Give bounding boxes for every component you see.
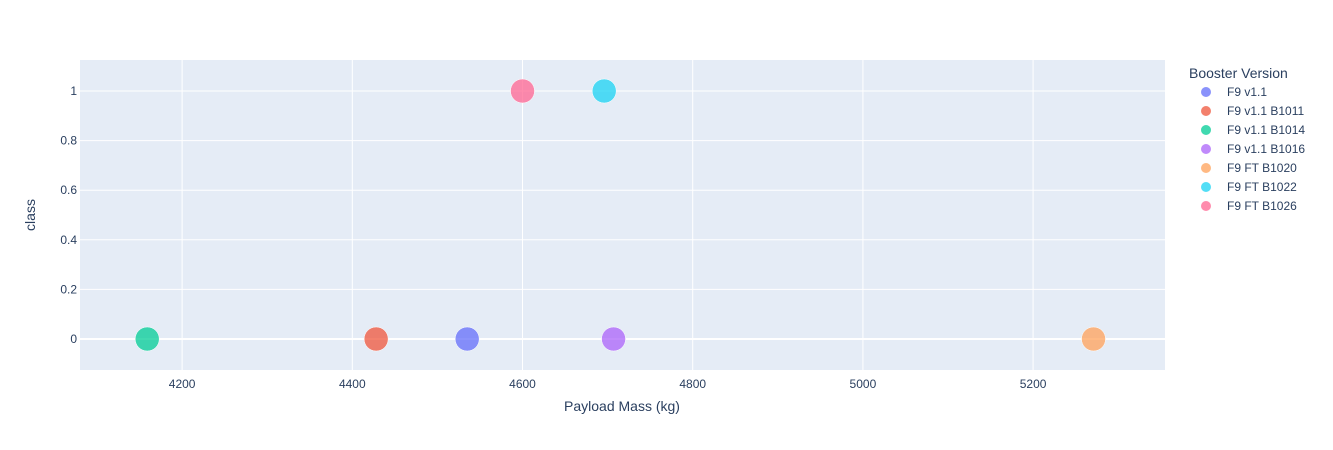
legend-item[interactable]: F9 FT B1026 bbox=[1201, 199, 1297, 213]
data-point[interactable] bbox=[601, 326, 626, 352]
legend-marker bbox=[1201, 201, 1211, 211]
legend-label: F9 v1.1 B1016 bbox=[1227, 142, 1305, 156]
legend-label: F9 v1.1 B1014 bbox=[1227, 123, 1305, 137]
legend-marker bbox=[1201, 106, 1211, 116]
data-point[interactable] bbox=[591, 78, 617, 104]
y-axis-ticks: 0 0.2 0.4 0.6 0.8 1 bbox=[60, 84, 77, 346]
legend-marker bbox=[1201, 87, 1211, 97]
plot-area bbox=[80, 60, 1165, 370]
y-tick-label: 1 bbox=[70, 84, 77, 98]
y-axis-title: class bbox=[22, 199, 38, 231]
data-point[interactable] bbox=[1081, 326, 1106, 352]
legend-item[interactable]: F9 v1.1 bbox=[1201, 85, 1267, 99]
legend-label: F9 v1.1 B1011 bbox=[1227, 104, 1304, 118]
y-tick-label: 0.2 bbox=[60, 282, 77, 296]
y-tick-label: 0.8 bbox=[60, 134, 77, 148]
legend-marker bbox=[1201, 182, 1211, 192]
y-tick-label: 0.4 bbox=[60, 233, 77, 247]
legend-label: F9 FT B1026 bbox=[1227, 199, 1297, 213]
data-points bbox=[134, 78, 1106, 352]
legend-item[interactable]: F9 v1.1 B1016 bbox=[1201, 142, 1305, 156]
legend-label: F9 FT B1022 bbox=[1227, 180, 1297, 194]
legend-label: F9 v1.1 bbox=[1227, 85, 1267, 99]
legend-item[interactable]: F9 FT B1020 bbox=[1201, 161, 1297, 175]
data-point[interactable] bbox=[510, 78, 535, 104]
x-tick-label: 5200 bbox=[1020, 377, 1047, 391]
y-tick-label: 0 bbox=[70, 332, 77, 346]
x-axis-ticks: 4200 4400 4600 4800 5000 5200 bbox=[169, 377, 1047, 391]
x-tick-label: 4600 bbox=[509, 377, 536, 391]
legend-item[interactable]: F9 FT B1022 bbox=[1201, 180, 1297, 194]
x-tick-label: 4200 bbox=[169, 377, 196, 391]
legend-label: F9 FT B1020 bbox=[1227, 161, 1297, 175]
legend-item[interactable]: F9 v1.1 B1014 bbox=[1201, 123, 1305, 137]
x-axis-title: Payload Mass (kg) bbox=[564, 398, 680, 414]
x-gridlines bbox=[181, 60, 1034, 370]
legend-marker bbox=[1201, 163, 1211, 173]
data-point[interactable] bbox=[454, 326, 480, 352]
x-tick-label: 4400 bbox=[339, 377, 366, 391]
x-tick-label: 4800 bbox=[679, 377, 706, 391]
legend-title: Booster Version bbox=[1189, 65, 1288, 81]
legend-item[interactable]: F9 v1.1 B1011 bbox=[1201, 104, 1304, 118]
legend-marker bbox=[1201, 125, 1211, 135]
x-tick-label: 5000 bbox=[850, 377, 877, 391]
legend-marker bbox=[1201, 144, 1211, 154]
data-point[interactable] bbox=[134, 326, 160, 352]
y-tick-label: 0.6 bbox=[60, 183, 77, 197]
legend: Booster Version F9 v1.1 F9 v1.1 B1011 F9 v… bbox=[1189, 65, 1305, 213]
data-point[interactable] bbox=[363, 326, 389, 352]
